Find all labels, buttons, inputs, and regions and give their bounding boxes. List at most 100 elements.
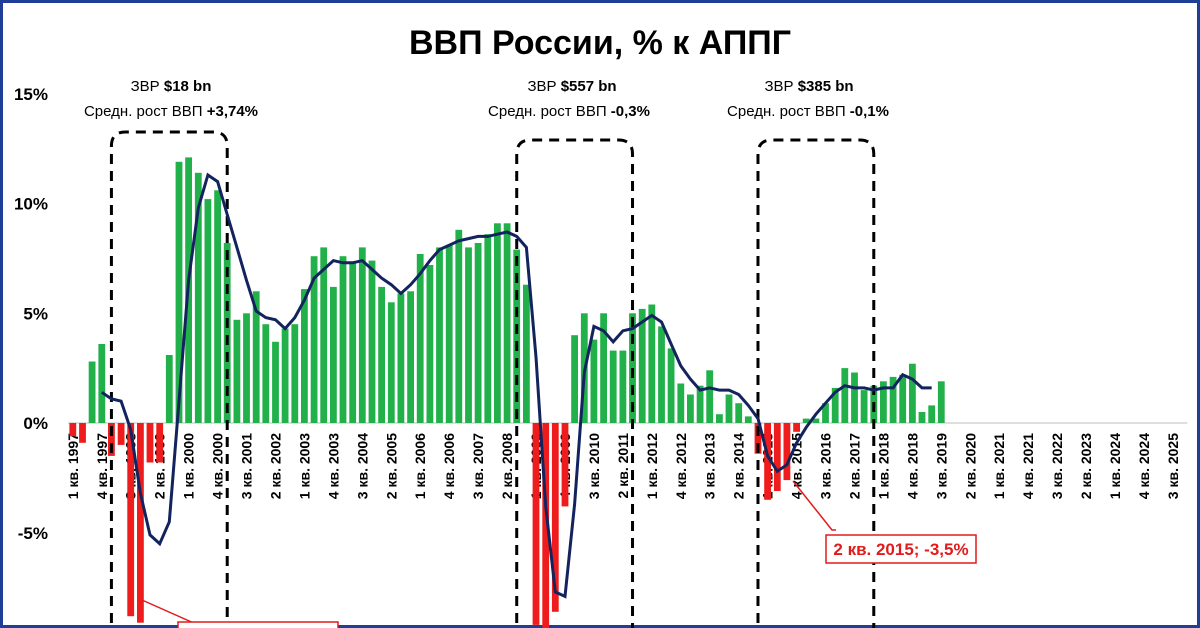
bar (841, 368, 849, 423)
bar (272, 341, 279, 423)
x-tick-label: 3 кв. 2001 (239, 433, 255, 499)
bar (445, 245, 453, 423)
callout-2015-leader (792, 480, 836, 531)
x-tick-label: 3 кв. 2019 (933, 433, 949, 499)
bar (754, 423, 762, 454)
period2-reserves: ЗВР $557 bn (527, 78, 616, 95)
bar (69, 423, 77, 437)
bar (310, 256, 318, 423)
period-box-3 (756, 138, 876, 628)
x-tick-label: 2 кв. 2017 (847, 433, 863, 499)
x-tick-label: 1 кв. 2024 (1107, 433, 1123, 499)
y-tick-label: -5% (18, 524, 48, 543)
bar (725, 394, 733, 423)
bar (696, 385, 704, 423)
y-tick-label: 0% (23, 414, 48, 433)
x-tick-label: 3 кв. 2004 (354, 433, 370, 499)
bar (108, 423, 115, 456)
bar (349, 262, 357, 423)
bar (281, 328, 289, 423)
bar (88, 361, 96, 423)
x-tick-label: 2 кв. 1999 (152, 433, 168, 499)
bar (571, 335, 578, 423)
bar (416, 254, 424, 423)
bar (223, 243, 231, 423)
bar (667, 348, 675, 423)
bar (407, 291, 414, 423)
bar (687, 394, 694, 423)
bar (378, 286, 385, 423)
bar (523, 284, 530, 423)
x-tick-label: 4 кв. 1997 (94, 433, 110, 499)
bar (156, 423, 164, 463)
x-tick-label: 3 кв. 2010 (586, 433, 602, 499)
bar (262, 324, 270, 423)
bar (194, 172, 202, 423)
x-tick-label: 2 кв. 2002 (268, 433, 284, 499)
bar (744, 416, 752, 423)
period3-growth: Средн. рост ВВП -0,1% (727, 103, 889, 120)
bar (918, 412, 926, 423)
bar (98, 344, 106, 423)
bar (358, 247, 366, 423)
callout-1998-box (177, 621, 339, 628)
bar (175, 161, 183, 424)
x-tick-label: 1 кв. 2021 (991, 433, 1007, 499)
bar (301, 289, 308, 423)
bar (658, 326, 665, 423)
bar (127, 423, 135, 617)
bar (937, 381, 945, 423)
x-tick-label: 4 кв. 2003 (325, 433, 341, 499)
y-tick-label: 10% (14, 195, 48, 214)
bar (677, 383, 685, 423)
bar (146, 423, 154, 463)
bar (899, 374, 907, 423)
bar (851, 372, 858, 423)
bar (243, 313, 250, 424)
bar (706, 370, 714, 423)
x-tick-label: 1 кв. 2003 (296, 433, 312, 499)
bar (600, 313, 607, 424)
bars-group (69, 157, 945, 628)
bar (561, 423, 569, 507)
x-tick-label: 3 кв. 2007 (470, 433, 486, 499)
bar (204, 199, 212, 423)
bar (291, 324, 299, 423)
x-tick-label: 4 кв. 2018 (904, 433, 920, 499)
bar (638, 308, 646, 423)
x-tick-label: 2 кв. 2011 (615, 433, 631, 499)
bar (822, 403, 829, 423)
period3-reserves: ЗВР $385 bn (764, 78, 853, 95)
bar (928, 405, 936, 423)
bar (716, 414, 723, 423)
bar (783, 423, 791, 481)
period-box-2 (515, 138, 635, 628)
bar (773, 423, 781, 491)
x-tick-label: 3 кв. 2025 (1165, 433, 1181, 499)
bar (397, 293, 405, 423)
bar (165, 355, 173, 423)
bar (860, 390, 868, 423)
bar (551, 423, 559, 612)
x-tick-label: 1 кв. 2006 (412, 433, 428, 499)
x-tick-label: 2 кв. 2008 (499, 433, 515, 499)
callout-2015-box (825, 534, 977, 564)
bar (889, 376, 897, 423)
x-tick-label: 2 кв. 2020 (962, 433, 978, 499)
x-tick-label: 2 кв. 2014 (731, 433, 747, 499)
bar (436, 247, 443, 423)
bar (252, 291, 260, 423)
y-tick-label: 5% (23, 304, 48, 323)
bar (117, 423, 125, 445)
bar (764, 423, 771, 500)
bar (532, 423, 540, 625)
bar (387, 302, 395, 423)
bar (735, 403, 743, 423)
bar (484, 234, 492, 423)
bar (648, 304, 656, 423)
bar (542, 423, 550, 628)
x-tick-label: 1 кв. 1997 (65, 433, 81, 499)
period1-growth: Средн. рост ВВП +3,74% (84, 103, 258, 120)
